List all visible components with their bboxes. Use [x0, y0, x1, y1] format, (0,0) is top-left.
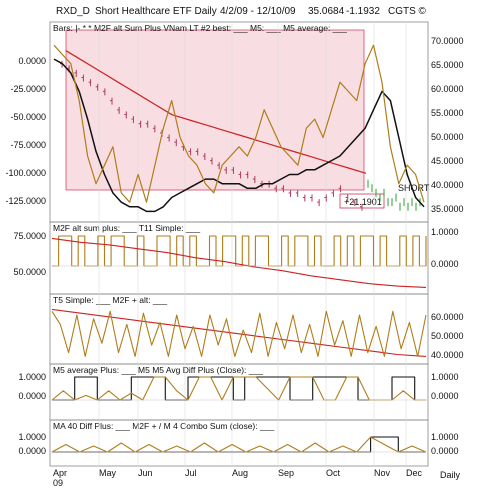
- price-left-tick: -125.0000: [5, 196, 46, 206]
- m5-line: [53, 58, 425, 213]
- price-left-tick: 0.0000: [18, 56, 46, 66]
- x-tick-label: May: [99, 468, 117, 478]
- ma40-diff-line: [52, 436, 426, 453]
- m2f-left-tick: 75.0000: [13, 231, 46, 241]
- price-left-tick: -25.0000: [10, 84, 46, 94]
- header-credit: CGTS ©: [388, 6, 427, 17]
- legend-m5avg: M5 average Plus: ___ M5 M5 Avg Diff Plus…: [53, 365, 263, 375]
- ma40-left-tick: 0.0000: [18, 446, 46, 456]
- t5-right-tick: 50.0000: [431, 331, 464, 341]
- m5avg-left-tick: 1.0000: [18, 372, 46, 382]
- combo-sum-line: [51, 436, 427, 453]
- t5-right-tick: 60.0000: [431, 312, 464, 322]
- ma40-left-tick: 1.0000: [18, 432, 46, 442]
- m5-average-plus-line: [52, 376, 426, 401]
- x-tick-label: Nov: [374, 468, 391, 478]
- x-tick-label: Dec: [406, 468, 423, 478]
- header-change: -1.1932: [346, 6, 380, 17]
- x-year-label: 09: [53, 478, 63, 488]
- t5-line: [51, 308, 427, 357]
- m2f-left-tick: 50.0000: [13, 267, 46, 277]
- m5avg-right-tick: 1.0000: [431, 372, 459, 382]
- short-label: SHORT: [398, 183, 430, 193]
- header-name: Short Healthcare ETF Daily: [95, 6, 217, 17]
- trend-line: [65, 50, 367, 174]
- m5avg-left-tick: 0.0000: [18, 391, 46, 401]
- price-right-tick: 70.0000: [431, 36, 464, 46]
- x-right-label: Daily: [440, 470, 461, 480]
- header-last: 35.0684: [308, 6, 345, 17]
- m2f-right-tick: 0.0000: [431, 259, 459, 269]
- m5-average-line: [53, 44, 425, 203]
- legend-t5: T5 Simple: ___ M2F + alt: ___: [53, 295, 167, 305]
- price-right-tick: 35.0000: [431, 204, 464, 214]
- x-tick-label: Jul: [185, 468, 197, 478]
- m2f-right-tick: 1.0000: [431, 227, 459, 237]
- m5-avg-diff-line: [51, 376, 426, 401]
- x-tick-label: Jun: [138, 468, 153, 478]
- header-symbol: RXD_D: [56, 6, 90, 17]
- m2f-alt-line: [52, 235, 427, 267]
- legend-m2f: M2F alt sum plus: ___ T11 Simple: ___: [53, 223, 200, 233]
- x-tick-label: Oct: [326, 468, 341, 478]
- gain-label: +21.1901: [344, 197, 382, 207]
- legend-price: Bars: |- * * M2F alt Sum Plus VNam LT #2…: [53, 23, 347, 33]
- ma40-right-tick: 0.0000: [431, 446, 459, 456]
- t5-right-tick: 40.0000: [431, 350, 464, 360]
- x-tick-label: Aug: [232, 468, 248, 478]
- legend-ma40: MA 40 Diff Plus: ___ M2F + / M 4 Combo S…: [53, 421, 274, 431]
- price-right-tick: 50.0000: [431, 132, 464, 142]
- m5avg-right-tick: 0.0000: [431, 391, 459, 401]
- price-right-tick: 40.0000: [431, 180, 464, 190]
- t11-line: [51, 237, 427, 288]
- price-right-tick: 55.0000: [431, 108, 464, 118]
- price-right-tick: 60.0000: [431, 84, 464, 94]
- price-right-tick: 65.0000: [431, 60, 464, 70]
- price-left-tick: -100.0000: [5, 168, 46, 178]
- chart-marks: [50, 22, 428, 466]
- shaded-region: [65, 29, 365, 191]
- x-tick-label: Apr: [53, 468, 67, 478]
- price-left-tick: -50.0000: [10, 112, 46, 122]
- m2f-plus-alt-line: [51, 310, 427, 357]
- header-range: 4/2/09 - 12/10/09: [220, 6, 296, 17]
- x-tick-label: Sep: [278, 468, 294, 478]
- panel-frame-ma40: [49, 419, 429, 467]
- price-left-tick: -75.0000: [10, 140, 46, 150]
- price-right-tick: 45.0000: [431, 156, 464, 166]
- ma40-right-tick: 1.0000: [431, 432, 459, 442]
